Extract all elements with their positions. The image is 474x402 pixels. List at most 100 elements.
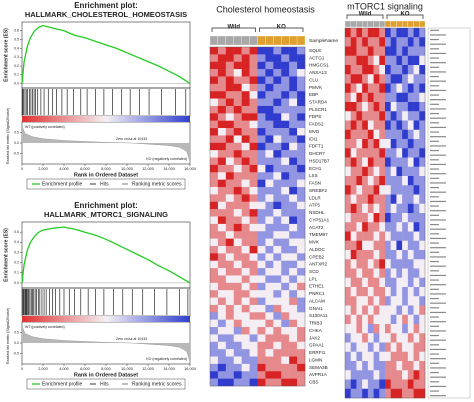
heatmap-cell — [356, 46, 363, 56]
heatmap-cell — [356, 185, 363, 195]
heatmap-cell — [281, 47, 290, 55]
heatmap-cell — [390, 139, 397, 149]
heatmap-cell — [233, 54, 242, 62]
heatmap-cell — [350, 370, 357, 380]
heatmap-cell — [390, 388, 397, 399]
heatmap-cell — [225, 179, 234, 188]
heatmap-cell — [265, 312, 274, 320]
heatmap-cell — [289, 231, 298, 239]
heatmap-cell — [419, 194, 426, 204]
heatmap-cell — [407, 37, 414, 47]
heatmap-cell — [356, 129, 363, 140]
heatmap-cell — [419, 166, 426, 177]
heatmap-cell — [281, 216, 290, 225]
heatmap-cell — [249, 275, 258, 284]
row-label: EBP — [309, 92, 318, 97]
heatmap-cell — [217, 54, 227, 62]
heatmap-cell — [217, 128, 227, 136]
heatmap-cell — [241, 282, 250, 291]
heatmap-cell — [241, 98, 250, 107]
heatmap-cell — [345, 157, 351, 167]
heatmap-cell — [217, 120, 227, 129]
x-tick-label: 16,000 — [184, 167, 196, 171]
heatmap-cell — [407, 46, 414, 56]
heatmap-cell — [241, 69, 250, 77]
heatmap-cell — [257, 105, 266, 114]
heatmap-cell — [407, 370, 414, 380]
heatmap-cell — [379, 268, 386, 278]
heatmap-cell — [407, 102, 414, 112]
heatmap-cell — [297, 327, 306, 335]
heatmap-cell — [413, 268, 420, 278]
heatmap-cell — [362, 111, 369, 121]
heatmap-cell — [379, 333, 386, 343]
heatmap-cell — [257, 216, 266, 225]
heatmap-cell — [390, 111, 397, 121]
heatmap-cell — [297, 253, 306, 261]
heatmap-cell — [210, 76, 219, 85]
heatmap-cell — [419, 333, 426, 343]
heatmap-cell — [413, 351, 420, 362]
heatmap-cell — [385, 92, 391, 103]
heatmap-cell — [281, 341, 290, 350]
heatmap-cell — [373, 157, 380, 167]
heatmap-cell — [396, 268, 403, 278]
heatmap-cell — [379, 176, 386, 186]
heatmap-cell — [396, 351, 403, 362]
heatmap-cell — [273, 216, 282, 225]
heatmap-cell — [362, 102, 369, 112]
heatmap-cell — [396, 166, 403, 177]
heatmap-cell — [379, 120, 386, 130]
legend-label: Hits — [100, 181, 109, 187]
heatmap-cell — [407, 324, 414, 334]
heatmap-cell — [350, 379, 357, 389]
heatmap-cell — [345, 203, 351, 214]
heatmap-cell — [273, 253, 282, 261]
heatmap-cell — [419, 240, 426, 251]
heatmap-cell — [241, 128, 250, 136]
heatmap-cell — [281, 194, 290, 202]
heatmap-cell — [217, 209, 227, 217]
heatmap-cell — [367, 37, 374, 47]
heatmap-cell — [273, 128, 282, 136]
heatmap-cell — [257, 297, 266, 306]
zero-cross: Zero cross at 10433 — [116, 337, 147, 341]
heatmap-cell — [379, 129, 386, 140]
heatmap-cell — [281, 179, 290, 188]
heatmap-cell — [289, 135, 298, 144]
heatmap-cell — [249, 209, 258, 217]
heatmap-cell — [345, 83, 351, 93]
y-tick-label: 0.0 — [14, 281, 19, 285]
heatmap-cell — [273, 150, 282, 158]
heatmap-cell — [396, 287, 403, 297]
heatmap-cell — [367, 92, 374, 103]
heatmap-cell — [210, 201, 219, 210]
heatmap-cell — [289, 61, 298, 70]
heatmap-cell — [419, 55, 426, 66]
heatmap-cell — [241, 164, 250, 173]
heatmap-cell — [225, 194, 234, 202]
heatmap-cell — [379, 28, 386, 38]
heatmap-cell — [257, 113, 266, 121]
heatmap-cell — [225, 304, 234, 313]
heatmap-cell — [413, 74, 420, 84]
heatmap-cell — [350, 296, 357, 306]
heatmap-cell — [350, 111, 357, 121]
heatmap-cell — [210, 194, 219, 202]
row-label: PMVK — [309, 85, 323, 90]
heatmap-cell — [241, 312, 250, 320]
heatmap-cell — [379, 324, 386, 334]
heatmap-cell — [402, 102, 409, 112]
heatmap-cell — [413, 240, 420, 251]
heatmap-cell — [289, 297, 298, 306]
x-tick-label: 2,000 — [38, 367, 48, 371]
heatmap-cell — [407, 65, 414, 75]
heatmap-cell — [356, 203, 363, 214]
heatmap-cell — [257, 304, 266, 313]
row-label: NSDHL — [309, 210, 325, 215]
heatmap-cell — [367, 296, 374, 306]
heatmap-cell — [281, 238, 290, 247]
heatmap-cell — [273, 371, 282, 379]
heatmap-cell — [407, 287, 414, 297]
heatmap-cell — [241, 113, 250, 121]
